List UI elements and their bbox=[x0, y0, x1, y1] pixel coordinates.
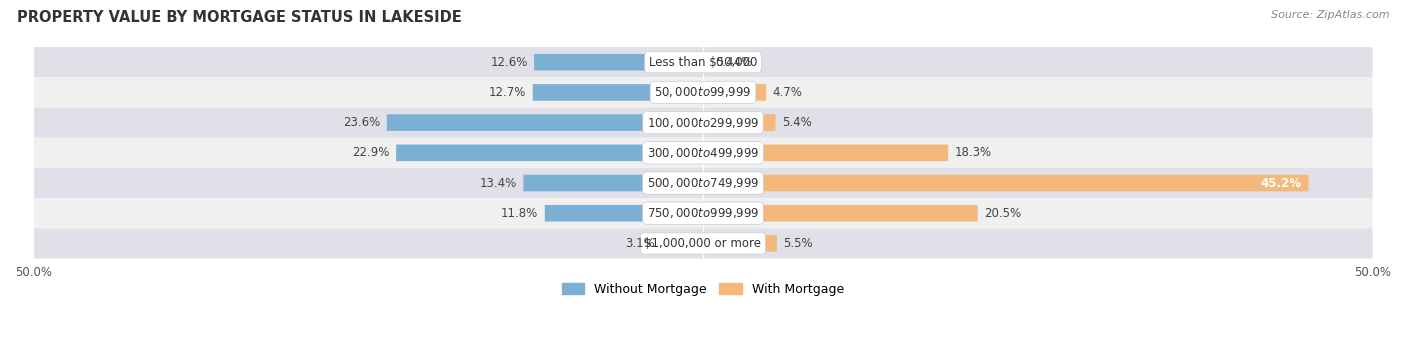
Text: 13.4%: 13.4% bbox=[479, 176, 517, 189]
Text: $300,000 to $499,999: $300,000 to $499,999 bbox=[647, 146, 759, 160]
FancyBboxPatch shape bbox=[34, 168, 1372, 198]
Text: $50,000 to $99,999: $50,000 to $99,999 bbox=[654, 85, 752, 99]
FancyBboxPatch shape bbox=[534, 54, 703, 70]
FancyBboxPatch shape bbox=[533, 84, 703, 101]
Text: 20.5%: 20.5% bbox=[984, 207, 1021, 220]
FancyBboxPatch shape bbox=[703, 54, 709, 70]
Text: $750,000 to $999,999: $750,000 to $999,999 bbox=[647, 206, 759, 220]
FancyBboxPatch shape bbox=[661, 235, 703, 252]
FancyBboxPatch shape bbox=[523, 175, 703, 191]
FancyBboxPatch shape bbox=[34, 47, 1372, 77]
Text: 5.5%: 5.5% bbox=[783, 237, 813, 250]
FancyBboxPatch shape bbox=[703, 175, 1309, 191]
Text: PROPERTY VALUE BY MORTGAGE STATUS IN LAKESIDE: PROPERTY VALUE BY MORTGAGE STATUS IN LAK… bbox=[17, 10, 461, 25]
Text: 5.4%: 5.4% bbox=[782, 116, 811, 129]
Text: $100,000 to $299,999: $100,000 to $299,999 bbox=[647, 116, 759, 130]
Text: $500,000 to $749,999: $500,000 to $749,999 bbox=[647, 176, 759, 190]
FancyBboxPatch shape bbox=[396, 144, 703, 161]
Text: 18.3%: 18.3% bbox=[955, 146, 991, 159]
FancyBboxPatch shape bbox=[34, 138, 1372, 168]
FancyBboxPatch shape bbox=[703, 114, 776, 131]
Text: 0.44%: 0.44% bbox=[716, 56, 752, 69]
Text: Source: ZipAtlas.com: Source: ZipAtlas.com bbox=[1271, 10, 1389, 20]
Text: 23.6%: 23.6% bbox=[343, 116, 380, 129]
FancyBboxPatch shape bbox=[387, 114, 703, 131]
Text: 12.6%: 12.6% bbox=[491, 56, 527, 69]
FancyBboxPatch shape bbox=[544, 205, 703, 222]
FancyBboxPatch shape bbox=[703, 235, 778, 252]
Legend: Without Mortgage, With Mortgage: Without Mortgage, With Mortgage bbox=[557, 278, 849, 301]
Text: 22.9%: 22.9% bbox=[353, 146, 389, 159]
Text: 45.2%: 45.2% bbox=[1261, 176, 1302, 189]
Text: 12.7%: 12.7% bbox=[489, 86, 526, 99]
FancyBboxPatch shape bbox=[34, 107, 1372, 138]
FancyBboxPatch shape bbox=[34, 198, 1372, 228]
FancyBboxPatch shape bbox=[703, 84, 766, 101]
Text: 3.1%: 3.1% bbox=[626, 237, 655, 250]
FancyBboxPatch shape bbox=[34, 77, 1372, 107]
Text: $1,000,000 or more: $1,000,000 or more bbox=[644, 237, 762, 250]
FancyBboxPatch shape bbox=[703, 144, 948, 161]
Text: 11.8%: 11.8% bbox=[501, 207, 538, 220]
FancyBboxPatch shape bbox=[703, 205, 977, 222]
FancyBboxPatch shape bbox=[34, 228, 1372, 258]
Text: Less than $50,000: Less than $50,000 bbox=[648, 56, 758, 69]
Text: 4.7%: 4.7% bbox=[773, 86, 803, 99]
